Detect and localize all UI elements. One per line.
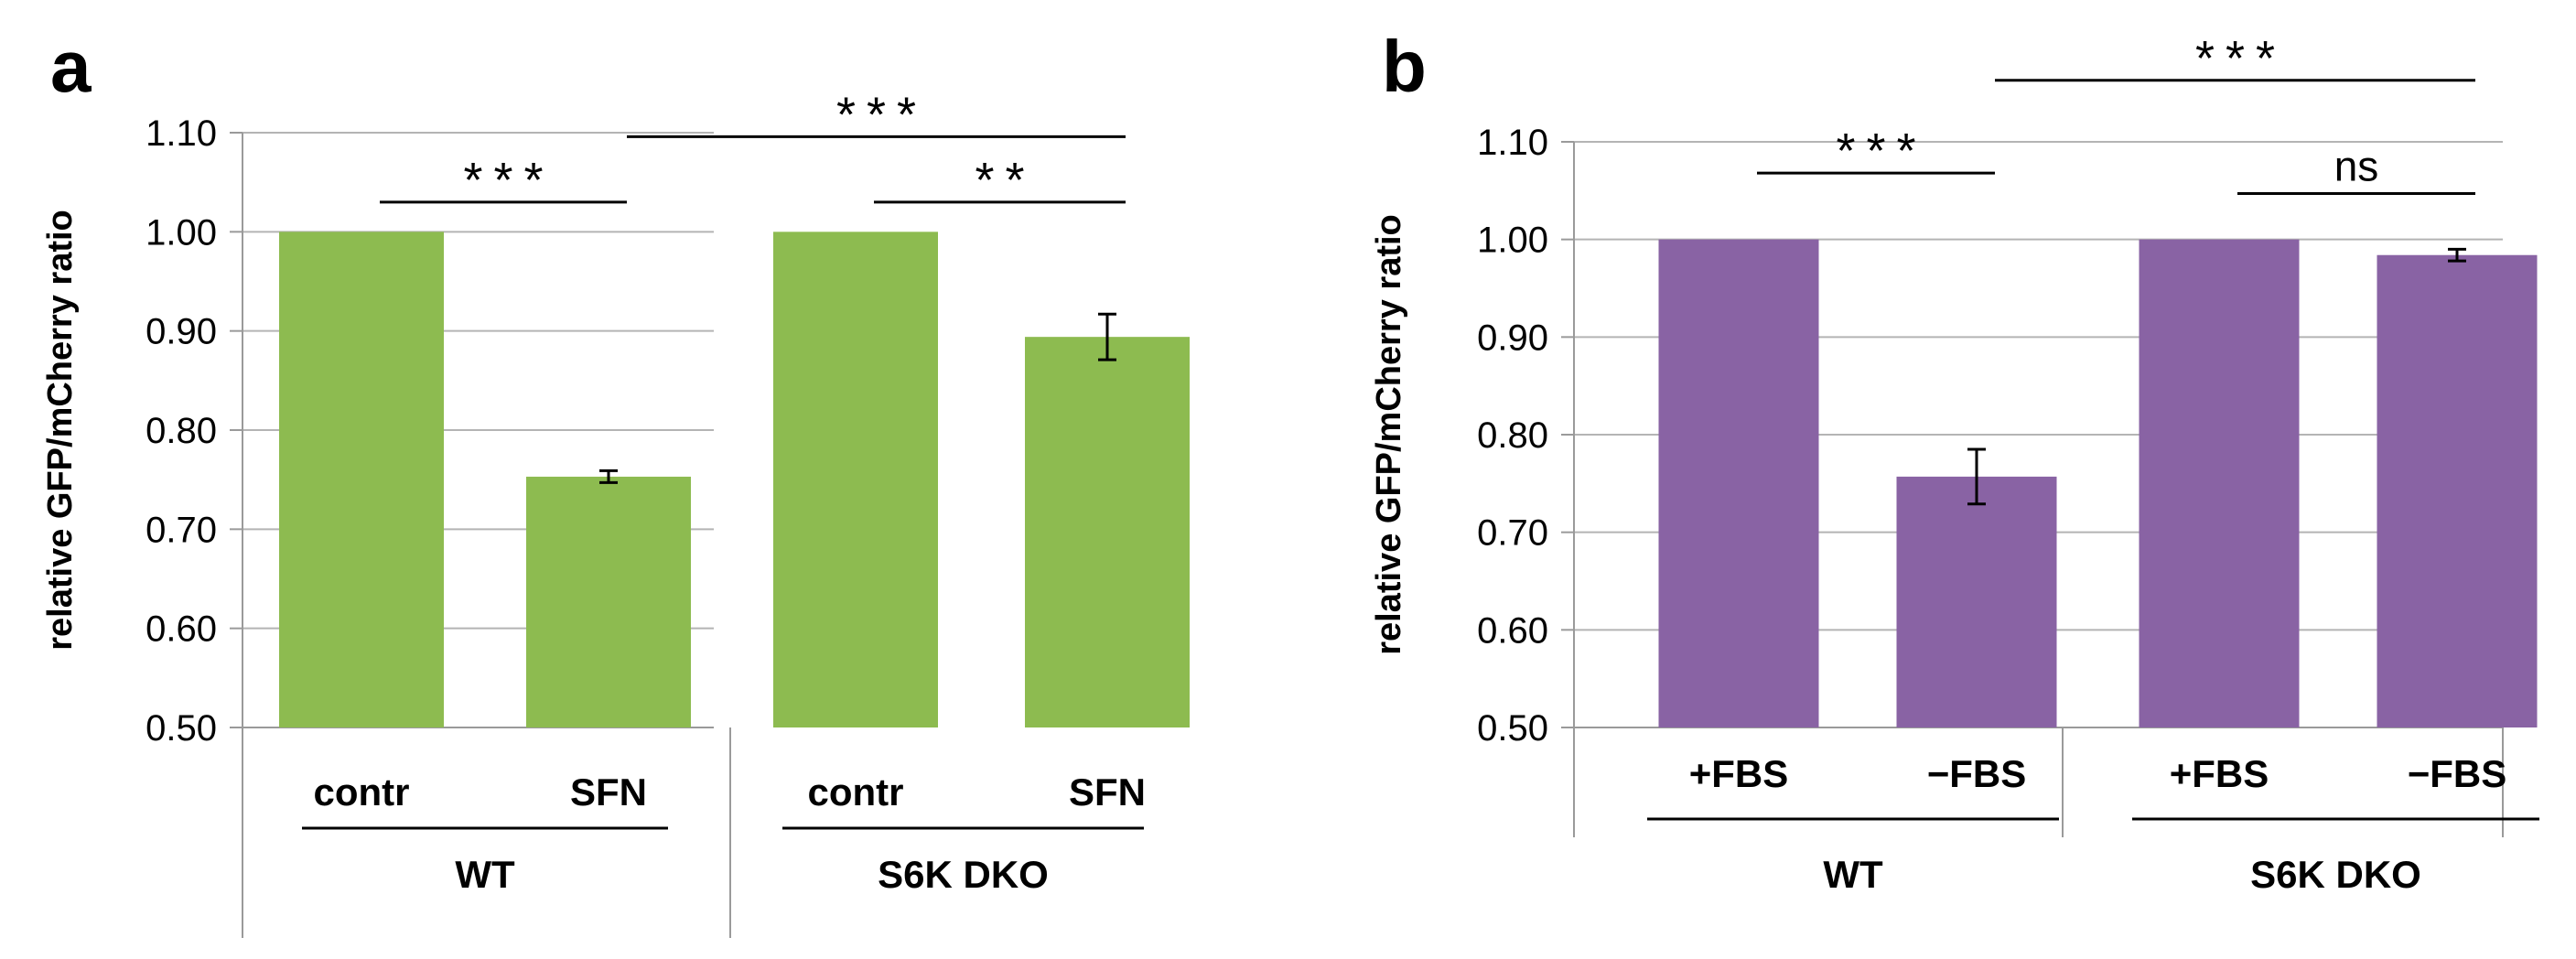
bar bbox=[279, 232, 444, 728]
bar bbox=[2377, 254, 2538, 727]
bar bbox=[526, 476, 691, 727]
y-axis-label: relative GFP/mCherry ratio bbox=[41, 210, 80, 651]
group-label: WT bbox=[1823, 853, 1883, 896]
category-label: +FBS bbox=[1689, 752, 1789, 795]
panel-a: a 0.50 0.60 0.70 0.80 0.90 1.00 1.10 relative GF… bbox=[41, 26, 1190, 938]
y-tick-label: 1.00 bbox=[1477, 221, 1548, 261]
panel-letter: b bbox=[1382, 26, 1427, 107]
bar bbox=[773, 232, 938, 728]
y-tick-label: 0.60 bbox=[146, 609, 217, 650]
group-label: S6K DKO bbox=[878, 853, 1049, 896]
category-label: −FBS bbox=[1927, 752, 2027, 795]
category-label: contr bbox=[808, 770, 904, 814]
y-tick-label: 0.80 bbox=[146, 411, 217, 451]
category-label: +FBS bbox=[2170, 752, 2269, 795]
bar bbox=[1025, 337, 1190, 727]
bar bbox=[1658, 239, 1819, 728]
bar bbox=[2139, 239, 2300, 728]
group-label: S6K DKO bbox=[2250, 853, 2421, 896]
group-label: WT bbox=[455, 853, 515, 896]
y-tick-label: 0.50 bbox=[146, 708, 217, 749]
significance-label: *** bbox=[463, 153, 554, 208]
category-label: SFN bbox=[570, 770, 647, 814]
significance-label: *** bbox=[2195, 31, 2286, 86]
y-tick-label: 1.10 bbox=[146, 113, 217, 154]
significance-label: ns bbox=[2334, 143, 2379, 190]
panel-b: b 0.50 0.60 0.70 0.80 0.90 1.00 1.10 relative GF… bbox=[1370, 26, 2539, 896]
y-tick-label: 0.60 bbox=[1477, 610, 1548, 651]
y-tick-label: 0.90 bbox=[146, 312, 217, 352]
y-tick-label: 0.70 bbox=[146, 510, 217, 550]
category-label: SFN bbox=[1069, 770, 1146, 814]
bar bbox=[1896, 476, 2057, 727]
significance-label: ** bbox=[975, 153, 1035, 208]
significance-label: *** bbox=[836, 87, 927, 142]
significance-label: *** bbox=[1836, 124, 1926, 178]
y-tick-label: 0.80 bbox=[1477, 415, 1548, 456]
panel-letter: a bbox=[50, 26, 92, 107]
category-label: −FBS bbox=[2408, 752, 2507, 795]
y-tick-label: 1.10 bbox=[1477, 123, 1548, 163]
y-axis-label: relative GFP/mCherry ratio bbox=[1370, 214, 1408, 655]
y-tick-label: 0.70 bbox=[1477, 513, 1548, 554]
y-tick-label: 0.50 bbox=[1477, 708, 1548, 749]
y-tick-label: 0.90 bbox=[1477, 318, 1548, 358]
y-tick-label: 1.00 bbox=[146, 212, 217, 253]
category-label: contr bbox=[314, 770, 410, 814]
